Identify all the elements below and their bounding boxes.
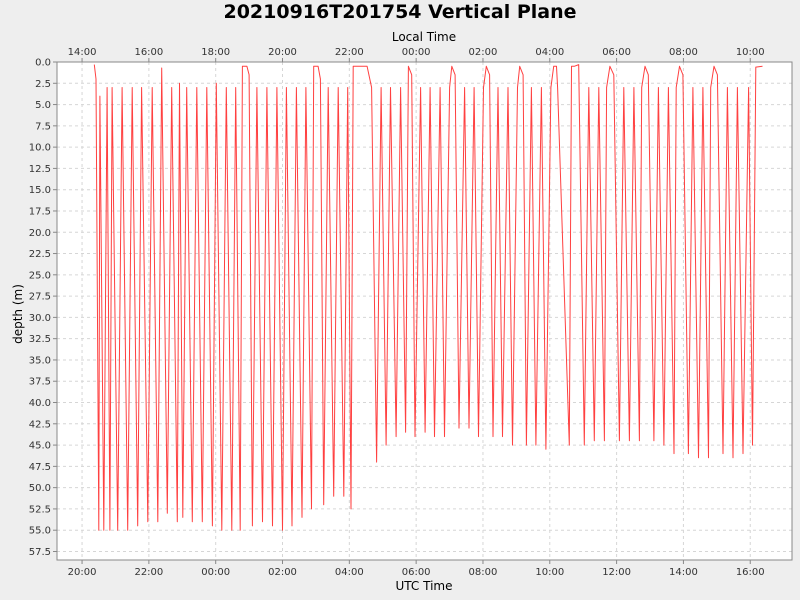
x-tick-label: 22:00: [134, 567, 163, 578]
y-tick-label: 25.0: [29, 270, 51, 281]
x2-tick-label: 18:00: [201, 47, 230, 58]
x-axis-title: UTC Time: [396, 579, 453, 593]
plot-border: [56, 61, 793, 561]
y-tick-label: 45.0: [29, 441, 51, 452]
x2-tick-label: 06:00: [602, 47, 631, 58]
x-tick-label: 06:00: [402, 567, 431, 578]
y-tick-label: 10.0: [29, 143, 51, 154]
y-tick-label: 32.5: [29, 334, 51, 345]
y-tick-label: 7.5: [35, 121, 51, 132]
x2-tick-label: 04:00: [535, 47, 564, 58]
chart-title: 20210916T201754 Vertical Plane: [223, 1, 577, 23]
y-tick-label: 35.0: [29, 355, 51, 366]
depth-series-line: [93, 64, 763, 531]
y-tick-label: 50.0: [29, 483, 51, 494]
x2-axis-title: Local Time: [392, 30, 456, 44]
x-tick-label: 14:00: [669, 567, 698, 578]
y-tick-label: 17.5: [29, 206, 51, 217]
x-tick-label: 16:00: [736, 567, 765, 578]
x-tick-label: 08:00: [469, 567, 498, 578]
y-tick-label: 2.5: [35, 79, 51, 90]
x2-tick-label: 20:00: [268, 47, 297, 58]
y-axis-title: depth (m): [11, 284, 25, 344]
y-tick-label: 52.5: [29, 504, 51, 515]
x-tick-label: 20:00: [68, 567, 97, 578]
y-tick-label: 5.0: [35, 100, 51, 111]
y-tick-label: 12.5: [29, 164, 51, 175]
x2-tick-label: 10:00: [736, 47, 765, 58]
x2-tick-label: 02:00: [469, 47, 498, 58]
y-tick-label: 37.5: [29, 377, 51, 388]
y-tick-label: 57.5: [29, 547, 51, 558]
y-tick-label: 30.0: [29, 313, 51, 324]
x-tick-label: 10:00: [535, 567, 564, 578]
x2-tick-label: 22:00: [335, 47, 364, 58]
x2-tick-label: 16:00: [134, 47, 163, 58]
y-tick-label: 20.0: [29, 228, 51, 239]
x2-tick-label: 00:00: [402, 47, 431, 58]
x2-tick-label: 08:00: [669, 47, 698, 58]
y-tick-label: 15.0: [29, 185, 51, 196]
x-tick-label: 00:00: [201, 567, 230, 578]
y-tick-label: 47.5: [29, 462, 51, 473]
x-tick-label: 02:00: [268, 567, 297, 578]
x-tick-label: 04:00: [335, 567, 364, 578]
x-tick-label: 12:00: [602, 567, 631, 578]
y-tick-label: 55.0: [29, 526, 51, 537]
y-tick-label: 27.5: [29, 292, 51, 303]
x2-tick-label: 14:00: [68, 47, 97, 58]
y-tick-label: 40.0: [29, 398, 51, 409]
y-tick-label: 22.5: [29, 249, 51, 260]
y-tick-label: 42.5: [29, 419, 51, 430]
y-tick-label: 0.0: [35, 58, 51, 69]
